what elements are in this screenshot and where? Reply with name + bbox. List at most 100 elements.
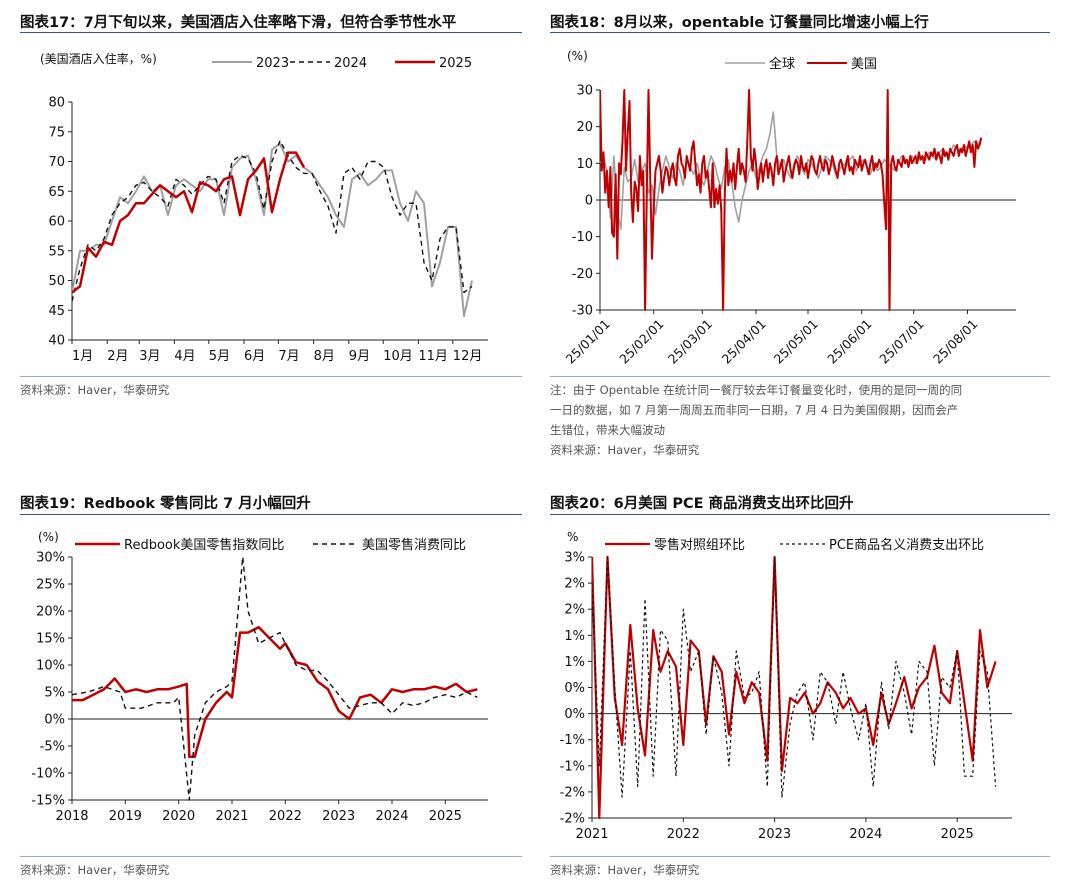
y-tick-label: -10 — [572, 230, 593, 245]
y-tick-label: 55 — [48, 244, 65, 259]
y-tick-label: -2% — [560, 812, 585, 827]
y-tick-label: -1% — [560, 733, 585, 748]
x-tick-label: 9月 — [349, 349, 370, 364]
y-tick-label: 0 — [585, 194, 593, 209]
x-tick-label: 11月 — [418, 349, 448, 364]
legend-label: Redbook美国零售指数同比 — [124, 537, 284, 553]
x-tick-label: 2022 — [667, 827, 700, 842]
title-rule — [550, 514, 1050, 515]
y-tick-label: 25% — [36, 578, 65, 593]
y-tick-label: 20% — [36, 605, 65, 620]
source-text: 资料来源：Haver，华泰研究 — [20, 863, 170, 877]
x-tick-label: 2018 — [55, 809, 88, 824]
source-rule — [20, 376, 522, 377]
legend-label: PCE商品名义消费支出环比 — [829, 537, 984, 553]
series-line-美国 — [600, 89, 983, 311]
title-rule — [20, 514, 522, 515]
chart-title: 图表19：Redbook 零售同比 7 月小幅回升 — [20, 496, 311, 512]
y-tick-label: 30% — [36, 551, 65, 566]
y-tick-label: -10% — [31, 767, 65, 782]
series-line-零售对照组环比 — [592, 556, 997, 819]
legend-label: 全球 — [769, 56, 795, 72]
y-tick-label: -5% — [40, 740, 65, 755]
y-tick-label: 20 — [576, 120, 593, 135]
y-tick-label: -15% — [31, 794, 65, 809]
y-tick-label: 0% — [44, 713, 65, 728]
note-line: 一日的数据，如 7 月第一周周五而非同一日期，7 月 4 日为美国假期，因而会产 — [550, 403, 959, 417]
x-tick-label: 2024 — [375, 809, 408, 824]
x-tick-label: 12月 — [453, 349, 483, 364]
y-axis-label: (%) — [567, 49, 588, 63]
x-tick-label: 2月 — [107, 349, 128, 364]
chart-title: 图表18：8月以来，opentable 订餐量同比增速小幅上行 — [550, 15, 929, 31]
source-text: 资料来源：Haver，华泰研究 — [550, 443, 700, 457]
y-tick-label: 2% — [564, 577, 585, 592]
y-tick-label: -30 — [572, 304, 593, 319]
y-tick-label: -2% — [560, 785, 585, 800]
y-tick-label: 30 — [576, 84, 593, 99]
series-line-2024 — [72, 139, 473, 302]
y-tick-label: 60 — [48, 215, 65, 230]
y-axis-label: (%) — [38, 530, 59, 544]
x-tick-label: 8月 — [314, 349, 335, 364]
chart-title: 图表17：7月下旬以来，美国酒店入住率略下滑，但符合季节性水平 — [20, 15, 457, 31]
series-line-2023 — [72, 142, 473, 318]
x-tick-label: 10月 — [383, 349, 413, 364]
x-tick-label: 2021 — [575, 827, 608, 842]
x-tick-label: 5月 — [209, 349, 230, 364]
y-tick-label: -20 — [572, 267, 593, 282]
source-text: 资料来源：Haver，华泰研究 — [20, 383, 170, 397]
source-rule — [20, 856, 522, 857]
y-tick-label: 65 — [48, 185, 65, 200]
y-tick-label: 10% — [36, 659, 65, 674]
y-tick-label: 15% — [36, 632, 65, 647]
chart-title: 图表20：6月美国 PCE 商品消费支出环比回升 — [550, 496, 854, 512]
y-tick-label: 1% — [564, 629, 585, 644]
title-rule — [20, 32, 522, 33]
y-tick-label: 10 — [576, 157, 593, 172]
note-line: 注：由于 Opentable 在统计同一餐厅较去年订餐量变化时，使用的是同一周的… — [550, 383, 963, 397]
series-line-Redbook美国零售指数同比 — [72, 625, 478, 759]
source-rule — [550, 856, 1050, 857]
series-line-美国零售消费同比 — [72, 556, 478, 801]
legend-label: 2025 — [439, 56, 472, 71]
redbook-chart: (%) -15% -10% -5% 0% 5% 10% 15% 20% 25% 30% 2018 201… — [31, 530, 488, 824]
y-tick-label: 5% — [44, 686, 65, 701]
y-tick-label: 80 — [48, 96, 65, 111]
x-tick-label: 2022 — [269, 809, 302, 824]
y-tick-label: 3% — [564, 551, 585, 566]
y-tick-label: 70 — [48, 155, 65, 170]
y-tick-label: 45 — [48, 304, 65, 319]
x-tick-label: 2023 — [758, 827, 791, 842]
y-tick-label: 0% — [564, 681, 585, 696]
legend-label: 2023 — [256, 56, 289, 71]
legend-label: 美国零售消费同比 — [362, 537, 466, 553]
x-tick-label: 6月 — [244, 349, 265, 364]
title-rule — [550, 32, 1050, 33]
legend-label: 零售对照组环比 — [654, 537, 745, 553]
x-tick-label: 2025 — [429, 809, 462, 824]
y-tick-label: -1% — [560, 759, 585, 774]
note-line: 生错位，带来大幅波动 — [550, 423, 665, 437]
legend-label: 2024 — [334, 56, 367, 71]
x-tick-label: 2019 — [109, 809, 142, 824]
x-tick-label: 2024 — [849, 827, 882, 842]
y-tick-label: 40 — [48, 334, 65, 349]
y-tick-label: 75 — [48, 125, 65, 140]
hotel-occupancy-chart: (美国酒店入住率，%) 40 45 50 55 60 65 70 75 80 1月 2月 3月 4月 5月 6… — [40, 51, 488, 364]
y-tick-label: 1% — [564, 655, 585, 670]
x-tick-label: 1月 — [72, 349, 93, 364]
legend-label: 美国 — [851, 57, 877, 72]
series-line-2025 — [72, 151, 306, 294]
x-tick-label: 7月 — [278, 349, 299, 364]
y-tick-label: 2% — [564, 603, 585, 618]
x-tick-label: 3月 — [139, 349, 160, 364]
y-tick-label: 0% — [564, 707, 585, 722]
x-tick-label: 2025 — [941, 827, 974, 842]
source-text: 资料来源：Haver，华泰研究 — [550, 863, 700, 877]
y-axis-label: % — [567, 530, 578, 544]
x-tick-label: 4月 — [174, 349, 195, 364]
x-tick-label: 2021 — [215, 809, 248, 824]
